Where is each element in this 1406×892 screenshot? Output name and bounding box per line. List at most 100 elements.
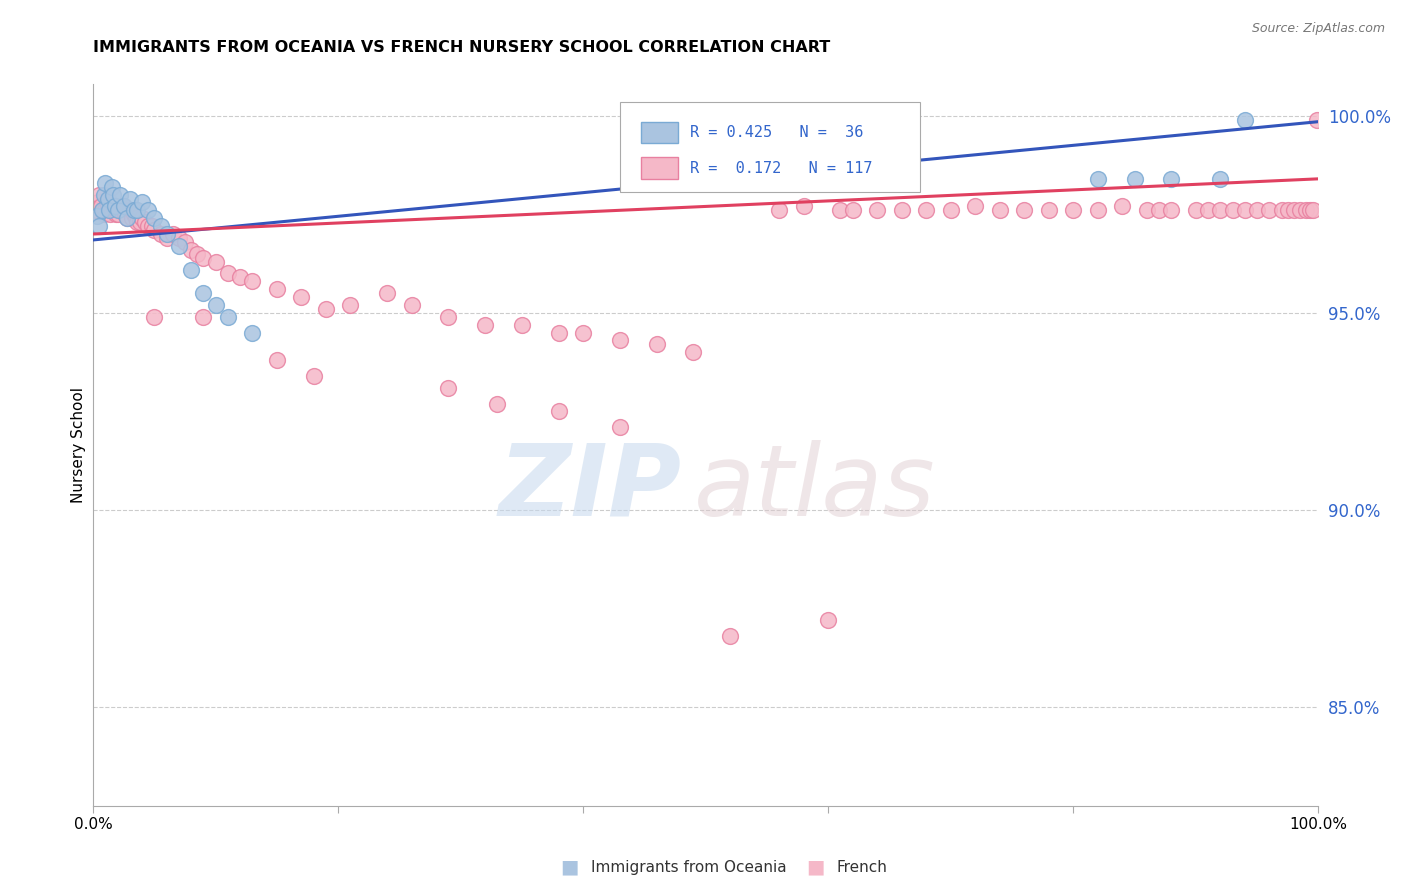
Point xyxy=(1147,203,1170,218)
FancyBboxPatch shape xyxy=(620,103,920,193)
Point xyxy=(842,203,865,218)
Point xyxy=(474,318,496,332)
Point xyxy=(121,211,143,226)
Point xyxy=(1038,203,1060,218)
Point xyxy=(1123,171,1146,186)
Point xyxy=(1111,199,1133,213)
Point xyxy=(193,251,215,265)
Point xyxy=(91,203,114,218)
Point xyxy=(939,203,962,218)
Point xyxy=(127,215,149,229)
Point xyxy=(1209,203,1232,218)
Point xyxy=(401,298,423,312)
Point xyxy=(1209,171,1232,186)
Point xyxy=(193,310,215,324)
Point xyxy=(89,219,111,234)
Point xyxy=(104,199,127,213)
Point xyxy=(131,211,153,226)
Point xyxy=(193,286,215,301)
Point xyxy=(315,301,337,316)
Point xyxy=(645,337,668,351)
Point xyxy=(107,203,129,218)
Point xyxy=(186,246,208,260)
Point xyxy=(100,203,122,218)
Point xyxy=(1302,203,1324,218)
Point xyxy=(609,334,631,348)
Point xyxy=(793,199,815,213)
Text: Source: ZipAtlas.com: Source: ZipAtlas.com xyxy=(1251,22,1385,36)
Point xyxy=(98,203,121,218)
Point xyxy=(122,203,145,218)
Point xyxy=(510,318,533,332)
Point xyxy=(437,310,460,324)
Point xyxy=(98,203,121,218)
Point xyxy=(1233,203,1256,218)
Point xyxy=(96,195,118,210)
Point xyxy=(1222,203,1244,218)
Point xyxy=(180,262,202,277)
Point xyxy=(136,203,159,218)
Point xyxy=(1246,203,1268,218)
Point xyxy=(302,368,325,383)
Point xyxy=(90,199,112,213)
Point xyxy=(217,310,239,324)
Text: ■: ■ xyxy=(806,857,825,877)
Point xyxy=(93,207,115,221)
Point xyxy=(437,381,460,395)
Point xyxy=(793,176,815,190)
Point xyxy=(122,207,145,221)
Text: IMMIGRANTS FROM OCEANIA VS FRENCH NURSERY SCHOOL CORRELATION CHART: IMMIGRANTS FROM OCEANIA VS FRENCH NURSER… xyxy=(93,40,831,55)
Point xyxy=(98,207,121,221)
Point xyxy=(136,219,159,234)
Point xyxy=(547,404,569,418)
Point xyxy=(162,227,184,241)
Text: ZIP: ZIP xyxy=(498,440,682,537)
Point xyxy=(242,274,264,288)
Point xyxy=(114,207,136,221)
Point xyxy=(167,231,190,245)
Point xyxy=(204,254,226,268)
Point xyxy=(866,203,889,218)
Point xyxy=(988,203,1011,218)
Point xyxy=(1233,112,1256,127)
Point xyxy=(609,420,631,434)
Point xyxy=(97,199,120,213)
Point xyxy=(131,195,153,210)
Point xyxy=(111,199,134,213)
Point xyxy=(842,171,865,186)
Point xyxy=(100,179,122,194)
Point xyxy=(266,282,288,296)
Point xyxy=(149,219,172,234)
Text: atlas: atlas xyxy=(693,440,935,537)
Point xyxy=(718,629,741,643)
Point xyxy=(107,207,129,221)
Point xyxy=(86,209,108,223)
Point xyxy=(1289,203,1312,218)
Point xyxy=(90,203,112,218)
Point xyxy=(105,207,128,221)
Point xyxy=(1258,203,1281,218)
Point xyxy=(1087,171,1109,186)
Point xyxy=(879,171,901,186)
Point xyxy=(1282,203,1305,218)
Point xyxy=(817,613,839,627)
Point xyxy=(104,203,127,218)
Point xyxy=(572,326,595,340)
Point xyxy=(108,199,131,213)
Point xyxy=(830,203,852,218)
Point xyxy=(965,199,987,213)
Point xyxy=(486,396,509,410)
Point xyxy=(1160,203,1182,218)
Point xyxy=(1012,203,1035,218)
Point xyxy=(108,203,131,218)
Point xyxy=(915,203,938,218)
Point xyxy=(97,192,120,206)
Point xyxy=(547,326,569,340)
Point xyxy=(180,243,202,257)
Point xyxy=(143,223,166,237)
Point xyxy=(143,310,166,324)
Point xyxy=(128,215,150,229)
Point xyxy=(118,192,141,206)
Text: R =  0.172   N = 117: R = 0.172 N = 117 xyxy=(690,161,872,176)
Point xyxy=(141,219,163,234)
